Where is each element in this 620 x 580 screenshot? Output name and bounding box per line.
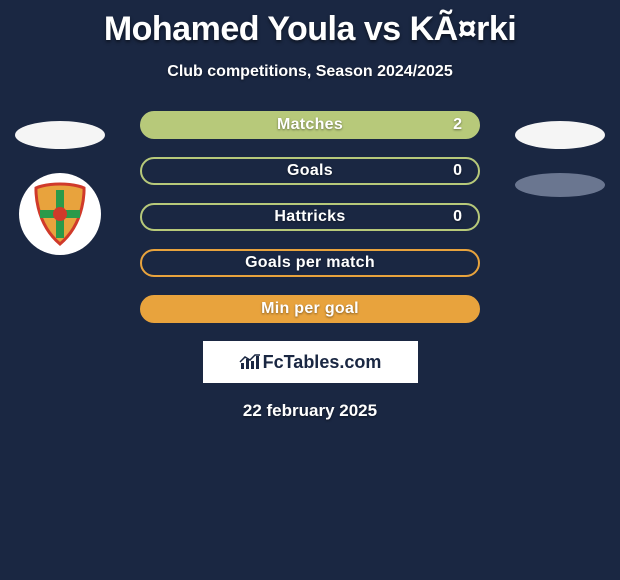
branding-box: FcTables.com <box>203 341 418 383</box>
stat-bar-goals-per-match: Goals per match <box>140 249 480 277</box>
stat-bar-goals: Goals 0 <box>140 157 480 185</box>
stat-value: 0 <box>453 162 462 180</box>
player-right-club-placeholder <box>515 173 605 197</box>
stat-value: 0 <box>453 208 462 226</box>
stat-label: Hattricks <box>274 208 345 226</box>
comparison-subtitle: Club competitions, Season 2024/2025 <box>0 63 620 81</box>
stat-label: Matches <box>277 116 343 134</box>
content-area: Matches 2 Goals 0 Hattricks 0 Goals per match M… <box>0 111 620 421</box>
stats-bars: Matches 2 Goals 0 Hattricks 0 Goals per match M… <box>140 111 480 323</box>
stat-label: Goals <box>287 162 333 180</box>
snapshot-date: 22 february 2025 <box>0 401 620 421</box>
stat-bar-matches: Matches 2 <box>140 111 480 139</box>
club-shield-icon <box>30 182 90 246</box>
stat-label: Goals per match <box>245 254 375 272</box>
stat-label: Min per goal <box>261 300 359 318</box>
player-left-column <box>10 111 110 255</box>
chart-icon <box>239 353 261 371</box>
branding-text: FcTables.com <box>263 352 382 373</box>
comparison-title: Mohamed Youla vs KÃ¤rki <box>0 0 620 49</box>
player-right-avatar-placeholder <box>515 121 605 149</box>
player-right-column <box>510 111 610 197</box>
stat-bar-hattricks: Hattricks 0 <box>140 203 480 231</box>
stat-bar-min-per-goal: Min per goal <box>140 295 480 323</box>
player-left-club-badge <box>19 173 101 255</box>
stat-value: 2 <box>453 116 462 134</box>
player-left-avatar-placeholder <box>15 121 105 149</box>
